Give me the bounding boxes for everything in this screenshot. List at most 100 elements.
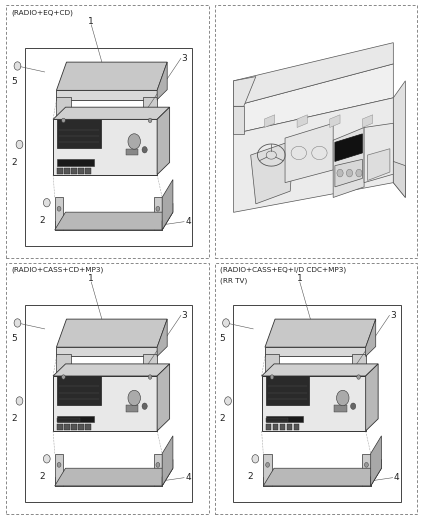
Polygon shape: [365, 319, 376, 357]
Bar: [78, 424, 84, 430]
Bar: [6, 263, 209, 514]
Text: 1: 1: [297, 275, 303, 283]
Circle shape: [252, 455, 259, 463]
Polygon shape: [264, 115, 275, 127]
Circle shape: [156, 206, 160, 211]
Circle shape: [351, 403, 356, 409]
Bar: [55, 221, 162, 230]
Text: 2: 2: [39, 216, 44, 225]
Circle shape: [356, 169, 362, 177]
Polygon shape: [157, 62, 167, 100]
Bar: [266, 376, 310, 405]
Bar: [273, 424, 278, 430]
Polygon shape: [261, 364, 378, 376]
Bar: [280, 424, 286, 430]
Bar: [233, 305, 401, 502]
Circle shape: [57, 206, 61, 211]
Circle shape: [44, 455, 50, 463]
Bar: [215, 5, 417, 258]
Polygon shape: [263, 468, 382, 486]
Bar: [57, 159, 94, 166]
Bar: [78, 168, 84, 173]
Circle shape: [14, 62, 21, 70]
Bar: [64, 424, 70, 430]
Circle shape: [142, 147, 147, 153]
Bar: [71, 168, 77, 173]
Bar: [25, 305, 192, 502]
Bar: [57, 168, 63, 173]
Circle shape: [14, 319, 21, 327]
Text: 2: 2: [11, 158, 17, 167]
Bar: [56, 97, 71, 133]
Polygon shape: [364, 123, 393, 183]
Polygon shape: [371, 436, 382, 486]
Polygon shape: [330, 115, 340, 127]
Bar: [126, 149, 138, 155]
Bar: [85, 424, 91, 430]
Circle shape: [128, 134, 140, 149]
Polygon shape: [53, 107, 170, 120]
Circle shape: [365, 462, 368, 467]
Bar: [53, 376, 157, 431]
Bar: [266, 424, 272, 430]
Bar: [57, 416, 94, 422]
Circle shape: [337, 390, 349, 406]
Bar: [57, 120, 101, 148]
Bar: [335, 405, 347, 412]
Circle shape: [148, 375, 152, 379]
Bar: [215, 263, 417, 514]
Text: 2: 2: [39, 472, 44, 481]
Polygon shape: [251, 140, 294, 204]
Polygon shape: [393, 81, 405, 197]
Bar: [64, 168, 70, 173]
Circle shape: [128, 390, 140, 406]
Bar: [352, 354, 365, 389]
Circle shape: [57, 462, 61, 467]
Polygon shape: [297, 115, 308, 127]
Bar: [294, 424, 299, 430]
Text: 2: 2: [11, 414, 17, 423]
Polygon shape: [162, 459, 173, 486]
Bar: [263, 477, 371, 486]
Polygon shape: [393, 161, 405, 197]
Bar: [154, 197, 162, 230]
Bar: [362, 454, 371, 486]
Bar: [265, 354, 279, 389]
Bar: [6, 5, 209, 258]
Text: 5: 5: [11, 334, 17, 342]
Circle shape: [16, 397, 23, 405]
Polygon shape: [56, 319, 167, 347]
Text: 1: 1: [88, 17, 94, 26]
Bar: [55, 197, 63, 230]
Bar: [261, 376, 365, 431]
Text: 4: 4: [394, 473, 400, 482]
Circle shape: [337, 169, 343, 177]
Polygon shape: [265, 319, 376, 347]
Text: (RADIO+CASS+EQ+I/D CDC+MP3): (RADIO+CASS+EQ+I/D CDC+MP3): [220, 267, 346, 273]
Text: 2: 2: [247, 472, 253, 481]
Circle shape: [357, 375, 360, 379]
Bar: [265, 347, 365, 357]
Polygon shape: [333, 127, 364, 197]
Bar: [53, 120, 157, 175]
Bar: [57, 376, 101, 405]
Polygon shape: [233, 106, 244, 134]
Text: 3: 3: [181, 54, 187, 63]
Text: 1: 1: [88, 275, 94, 283]
Text: 3: 3: [181, 311, 187, 320]
Bar: [56, 90, 157, 100]
Polygon shape: [285, 123, 333, 183]
Bar: [56, 354, 71, 389]
Bar: [57, 418, 80, 422]
Bar: [143, 354, 157, 389]
Polygon shape: [365, 364, 378, 431]
Polygon shape: [157, 319, 167, 357]
Text: (RADIO+EQ+CD): (RADIO+EQ+CD): [11, 9, 73, 16]
Circle shape: [44, 198, 50, 207]
Polygon shape: [162, 436, 173, 486]
Bar: [266, 418, 288, 422]
Bar: [266, 416, 303, 422]
Circle shape: [266, 462, 269, 467]
Polygon shape: [363, 115, 373, 127]
Polygon shape: [56, 62, 167, 90]
